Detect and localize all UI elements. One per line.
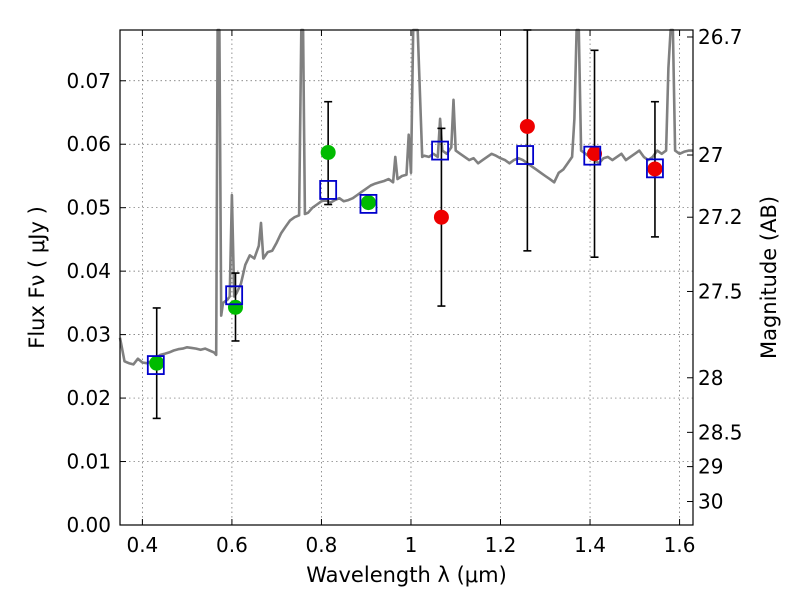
green-point [227,299,243,315]
x-tick-label: 1.4 [574,533,606,557]
model-photometry-point [431,140,449,161]
right-tick-label: 29 [698,455,723,479]
right-tick-label: 30 [698,490,723,514]
x-tick-label: 0.8 [306,533,338,557]
right-tick-label: 28.5 [698,420,743,444]
model-photometry-point [146,355,165,375]
tick-layer: 0.4 0.6 0.8 1 1.2 1.4 1.6 0.00 0.01 0.02 0.03 0.04 0… [66,25,742,557]
x-tick-label: 1.6 [664,533,696,557]
point-layer [146,118,664,375]
red-point [587,146,603,162]
y-tick-label: 0.07 [66,69,111,93]
y-tick-label: 0.02 [66,386,111,410]
model-photometry-point [583,145,602,166]
right-tick-label: 28 [698,366,723,390]
y-tick-label: 0.05 [66,196,111,220]
x-tick-label: 0.4 [126,533,158,557]
x-axis-label: Wavelength λ (μm) [306,563,507,587]
y-tick-label: 0.04 [66,259,111,283]
green-point [149,355,165,371]
y-axis-label: Flux Fν ( μJy ) [25,206,49,349]
y-tick-label: 0.01 [66,450,111,474]
right-tick-label: 26.7 [698,25,743,49]
red-point [647,161,663,177]
green-point [360,195,376,211]
model-spectrum-line [118,28,693,366]
model-photometry-point [319,180,338,200]
model-photometry-point [646,158,664,179]
right-tick-label: 27.2 [698,205,743,229]
red-point [433,209,449,225]
green-point [320,144,336,160]
red-point [519,118,535,134]
model-photometry-point [516,145,535,165]
y-axis-label-right: Magnitude (AB) [757,196,781,359]
right-tick-label: 27.5 [698,279,743,303]
y-tick-label: 0.03 [66,323,111,347]
y-tick-label: 0.06 [66,132,111,156]
model-spectrum-layer [118,28,693,366]
model-photometry-point [359,193,378,214]
grid [120,30,693,526]
x-tick-label: 0.6 [216,533,248,557]
right-tick-label: 27 [698,143,723,167]
x-tick-label: 1 [405,533,418,557]
errorbar-layer [152,29,659,420]
y-tick-label: 0.00 [66,513,111,537]
model-photometry-point [225,285,244,306]
plot-frame [119,29,694,526]
x-tick-label: 1.2 [485,533,517,557]
